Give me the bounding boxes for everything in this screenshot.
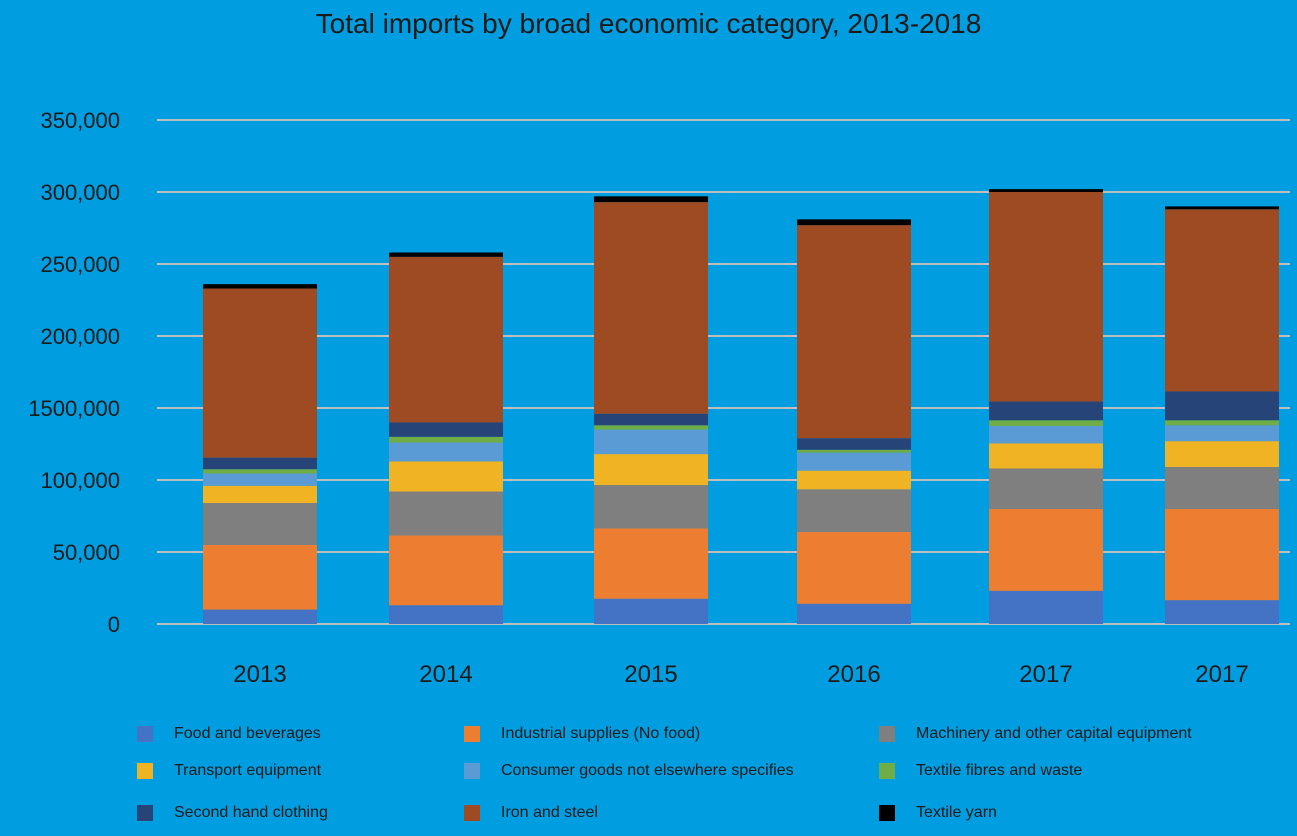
bar-segment <box>389 252 503 257</box>
bar-segment <box>989 420 1103 426</box>
bar-segment <box>1165 508 1279 601</box>
x-tick-label: 2017 <box>1195 661 1248 688</box>
bar-segment <box>989 426 1103 444</box>
bar-segment <box>594 528 708 599</box>
bar-segment <box>389 422 503 437</box>
bar-segment <box>389 491 503 536</box>
y-tick-label: 100,000 <box>40 468 120 493</box>
y-tick-label: 350,000 <box>40 108 120 133</box>
x-tick-label: 2014 <box>419 661 472 688</box>
bar-segment <box>1165 206 1279 210</box>
bar-segment <box>203 469 317 474</box>
y-tick-label: 50,000 <box>53 540 120 565</box>
bar-segment <box>389 535 503 606</box>
bar-segment <box>989 590 1103 624</box>
bar-segment <box>203 457 317 470</box>
bar-segment <box>989 189 1103 192</box>
bar-segment <box>203 473 317 486</box>
bar-segment <box>594 454 708 486</box>
x-tick-label: 2015 <box>624 661 677 688</box>
bar-segment <box>989 192 1103 402</box>
bar-segment <box>594 413 708 426</box>
bar-segment <box>203 544 317 610</box>
chart-title: Total imports by broad economic category… <box>315 8 982 39</box>
bar-segment <box>1165 420 1279 426</box>
bar-segment <box>389 436 503 443</box>
bar-segment <box>1165 467 1279 509</box>
bar-segment <box>1165 600 1279 624</box>
y-tick-label: 200,000 <box>40 324 120 349</box>
bar-segment <box>389 461 503 492</box>
bar-segment <box>389 605 503 624</box>
bar-segment <box>594 429 708 455</box>
bar-segment <box>594 202 708 414</box>
bar-segment <box>989 443 1103 469</box>
x-tick-label: 2017 <box>1019 661 1072 688</box>
bar-segment <box>797 225 911 439</box>
x-tick-label: 2016 <box>827 661 880 688</box>
bar-segment <box>594 485 708 529</box>
bar-segment <box>989 508 1103 591</box>
bar-segment <box>203 485 317 504</box>
bar-segment <box>203 284 317 289</box>
bar-segment <box>797 449 911 453</box>
bar-segment <box>1165 391 1279 421</box>
y-tick-label: 0 <box>108 612 120 637</box>
x-tick-label: 2013 <box>233 661 286 688</box>
bar-segment <box>1165 441 1279 468</box>
bar-segment <box>797 470 911 490</box>
bar-segment <box>1165 425 1279 442</box>
bar-segment <box>203 503 317 545</box>
bar-segment <box>594 425 708 430</box>
bar-segment <box>203 288 317 458</box>
bar-segment <box>989 468 1103 509</box>
y-tick-label: 300,000 <box>40 180 120 205</box>
bar-segment <box>389 442 503 462</box>
bar-segment <box>797 438 911 450</box>
bar-segment <box>594 598 708 624</box>
bar-segment <box>797 531 911 604</box>
bar-segment <box>797 603 911 624</box>
bar-segment <box>389 256 503 423</box>
bar-segment <box>594 196 708 203</box>
bar-segment <box>203 609 317 624</box>
bar-segment <box>797 489 911 532</box>
bar-segment <box>797 452 911 471</box>
bar-segment <box>1165 209 1279 392</box>
bar-segment <box>989 401 1103 421</box>
y-tick-label: 1500,000 <box>28 396 120 421</box>
y-tick-label: 250,000 <box>40 252 120 277</box>
bar-segment <box>797 219 911 226</box>
